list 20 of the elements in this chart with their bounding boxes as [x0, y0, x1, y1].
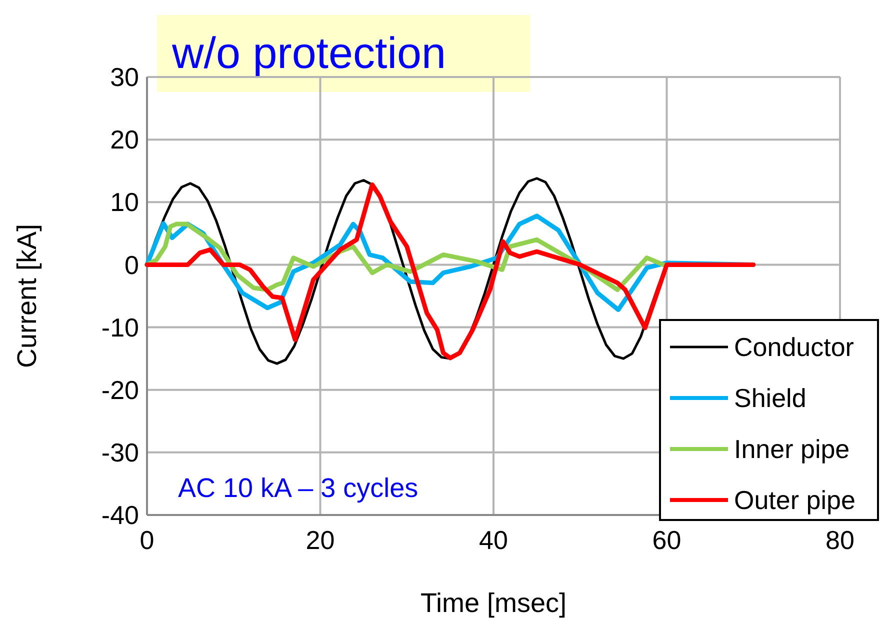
legend-label: Outer pipe [734, 485, 856, 516]
x-axis-title: Time [msec] [420, 588, 567, 618]
x-tick-label: 80 [826, 525, 854, 555]
x-tick-label: 60 [652, 525, 682, 555]
legend-label: Shield [734, 383, 806, 414]
x-tick-label: 20 [306, 525, 335, 555]
y-axis-title: Current [kA] [12, 224, 42, 368]
y-tick-label: -20 [101, 374, 139, 405]
y-tick-label: 20 [110, 124, 139, 155]
y-tick-label: -30 [101, 438, 139, 468]
legend-label: Conductor [734, 332, 854, 362]
y-tick-label: -10 [101, 312, 139, 342]
legend-label: Inner pipe [734, 434, 850, 464]
x-tick-label: 40 [479, 525, 508, 555]
chart-title: w/o protection [171, 29, 446, 78]
y-tick-label: 10 [110, 187, 139, 218]
y-tick-label: 30 [110, 62, 139, 92]
y-tick-label: -40 [101, 500, 139, 530]
y-tick-label: 0 [124, 250, 139, 280]
annotation: AC 10 kA – 3 cycles [178, 473, 418, 503]
